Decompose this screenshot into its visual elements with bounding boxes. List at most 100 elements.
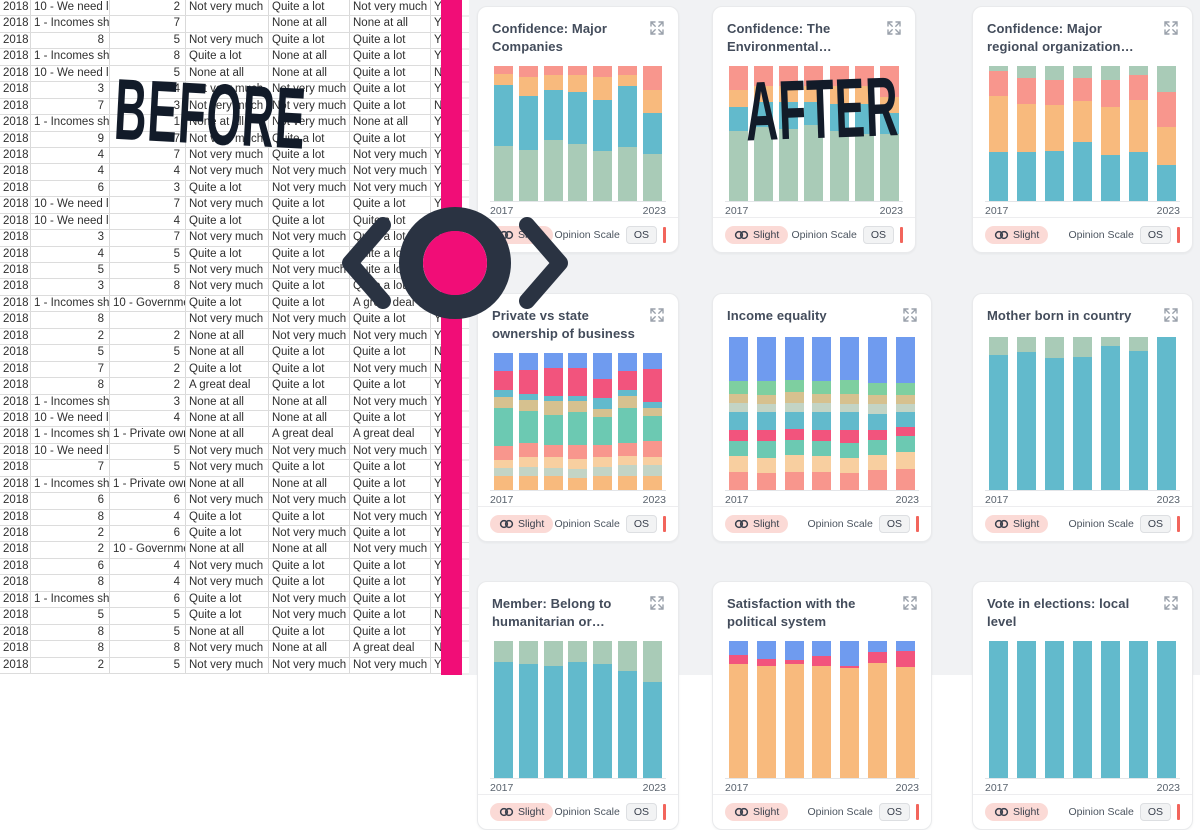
table-cell[interactable]: Quite a lot <box>350 493 431 509</box>
table-cell[interactable]: Yes <box>434 116 441 129</box>
table-cell[interactable]: 2018 <box>0 394 31 410</box>
table-cell[interactable]: No <box>434 346 441 359</box>
table-cell[interactable]: Not very much <box>350 0 431 16</box>
slight-tag-pill[interactable]: Slight <box>490 803 554 821</box>
table-cell[interactable]: 2018 <box>0 65 31 82</box>
table-cell[interactable]: 2018 <box>0 624 31 641</box>
table-cell[interactable]: Yes <box>434 411 441 424</box>
table-cell[interactable]: 8 <box>110 279 186 295</box>
bar[interactable] <box>642 641 662 778</box>
table-cell[interactable]: 3 <box>31 279 110 295</box>
bar[interactable] <box>1129 641 1148 778</box>
table-cell[interactable]: None at all <box>186 65 269 82</box>
table-cell[interactable]: Quite a lot <box>186 608 269 624</box>
table-cell[interactable]: 2018 <box>0 427 31 443</box>
chart-card[interactable]: Mother born in country 2017 2023 Slight Opin… <box>972 293 1193 542</box>
table-cell[interactable]: 5 <box>110 246 186 262</box>
table-cell[interactable]: Not very much <box>350 147 431 164</box>
bar[interactable] <box>989 641 1008 778</box>
table-cell[interactable]: Quite a lot <box>269 0 350 16</box>
table-cell[interactable]: Yes <box>434 477 441 490</box>
scale-code-chip[interactable]: OS <box>878 515 910 533</box>
table-cell[interactable]: 2018 <box>0 147 31 164</box>
table-cell[interactable]: 2018 <box>0 443 31 460</box>
table-cell[interactable]: Not very much <box>269 164 350 180</box>
table-cell[interactable]: 2018 <box>0 263 31 279</box>
table-cell[interactable]: None at all <box>186 394 269 410</box>
table-cell[interactable]: Yes <box>434 50 441 63</box>
table-cell[interactable]: 8 <box>31 509 110 525</box>
bar[interactable] <box>868 641 888 778</box>
table-cell[interactable]: Yes <box>434 559 441 572</box>
table-cell[interactable]: A great deal <box>186 378 269 394</box>
table-cell[interactable]: 1 - Private owne <box>110 427 186 443</box>
table-cell[interactable]: Quite a lot <box>350 575 431 591</box>
table-cell[interactable]: None at all <box>269 542 350 558</box>
table-cell[interactable]: Quite a lot <box>350 32 431 49</box>
scale-code-chip[interactable]: OS <box>862 226 894 244</box>
bar[interactable] <box>543 641 563 778</box>
scale-code-chip[interactable]: OS <box>1139 803 1171 821</box>
bar[interactable] <box>568 641 588 778</box>
table-cell[interactable]: 2018 <box>0 378 31 394</box>
bar[interactable] <box>729 641 748 778</box>
table-cell[interactable] <box>186 16 269 32</box>
table-cell[interactable]: 5 <box>110 263 186 279</box>
table-cell[interactable]: Yes <box>434 132 441 145</box>
expand-icon[interactable] <box>1164 596 1178 615</box>
bar[interactable] <box>494 641 513 778</box>
expand-icon[interactable] <box>903 596 917 615</box>
table-cell[interactable]: 1 - Incomes shou <box>31 427 110 443</box>
table-cell[interactable]: 10 - Governmen <box>110 542 186 558</box>
bar[interactable] <box>1073 337 1092 490</box>
table-cell[interactable]: Quite a lot <box>269 295 350 312</box>
table-cell[interactable]: 5 <box>31 263 110 279</box>
table-cell[interactable]: 2 <box>31 526 110 542</box>
table-cell[interactable]: 5 <box>110 624 186 641</box>
table-cell[interactable]: Not very much <box>186 82 269 98</box>
table-cell[interactable]: 2018 <box>0 361 31 378</box>
table-cell[interactable]: 2018 <box>0 509 31 525</box>
table-cell[interactable]: Quite a lot <box>350 526 431 542</box>
table-cell[interactable]: 5 <box>31 345 110 361</box>
table-cell[interactable]: Not very much <box>269 443 350 460</box>
table-cell[interactable]: Yes <box>434 33 441 46</box>
table-cell[interactable]: A great deal <box>350 427 431 443</box>
bar[interactable] <box>1129 337 1148 490</box>
table-cell[interactable]: Not very much <box>269 115 350 131</box>
table-cell[interactable]: Not very much <box>269 493 350 509</box>
table-cell[interactable]: 6 <box>31 180 110 197</box>
bar[interactable] <box>729 66 748 201</box>
table-cell[interactable]: 3 <box>31 82 110 98</box>
bar[interactable] <box>568 353 588 490</box>
table-cell[interactable]: 2018 <box>0 295 31 312</box>
table-cell[interactable]: Not very much <box>186 131 269 147</box>
table-cell[interactable]: 6 <box>31 558 110 575</box>
table-cell[interactable]: 1 - Incomes shou <box>31 115 110 131</box>
scale-code-chip[interactable]: OS <box>1139 515 1171 533</box>
table-cell[interactable]: 2018 <box>0 558 31 575</box>
table-cell[interactable]: 1 - Incomes shou <box>31 591 110 608</box>
table-cell[interactable]: 4 <box>110 575 186 591</box>
table-cell[interactable]: 4 <box>110 410 186 427</box>
table-cell[interactable]: 7 <box>110 147 186 164</box>
expand-icon[interactable] <box>650 596 664 615</box>
table-cell[interactable]: Quite a lot <box>186 509 269 525</box>
table-cell[interactable]: Not very much <box>186 312 269 328</box>
table-cell[interactable]: 2018 <box>0 493 31 509</box>
table-cell[interactable]: Not very much <box>350 443 431 460</box>
table-cell[interactable]: Not very much <box>350 164 431 180</box>
expand-icon[interactable] <box>650 308 664 327</box>
table-cell[interactable]: Quite a lot <box>269 213 350 230</box>
bar[interactable] <box>868 337 888 490</box>
table-cell[interactable]: Quite a lot <box>186 526 269 542</box>
table-cell[interactable]: 2018 <box>0 197 31 213</box>
bar[interactable] <box>895 641 915 778</box>
table-cell[interactable]: Not very much <box>186 164 269 180</box>
chart-card[interactable]: Confidence: Major Companies 2017 2023 Sligh… <box>477 6 679 253</box>
table-cell[interactable]: Not very much <box>186 0 269 16</box>
table-cell[interactable]: 2018 <box>0 180 31 197</box>
table-cell[interactable]: Yes <box>434 313 441 326</box>
table-cell[interactable]: Yes <box>434 329 441 342</box>
scale-code-chip[interactable]: OS <box>1139 226 1171 244</box>
